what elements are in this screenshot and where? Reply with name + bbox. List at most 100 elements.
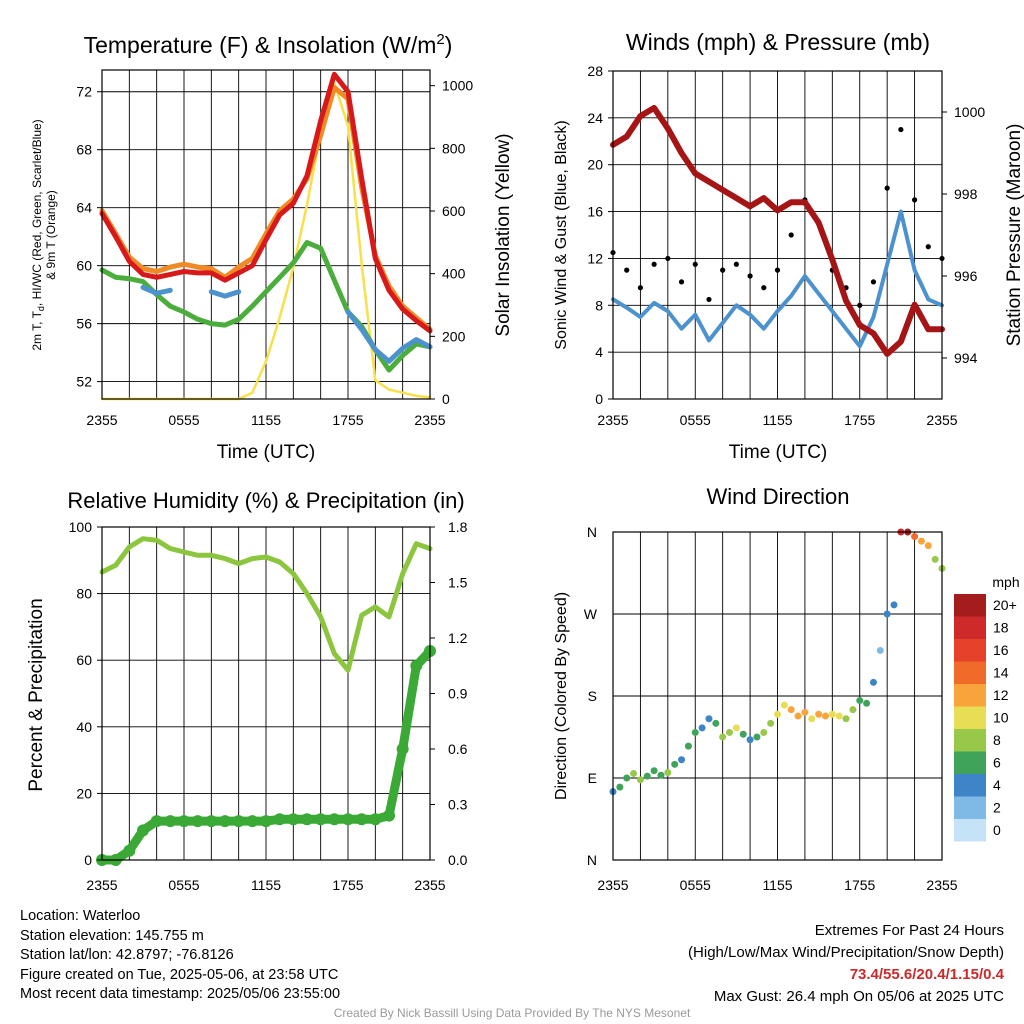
temperature-line — [208, 289, 242, 299]
y-tick-label: 64 — [76, 200, 92, 216]
extremes-title: Extremes For Past 24 Hours — [814, 922, 1004, 939]
temperature-x-label: Time (UTC) — [217, 442, 316, 463]
svg-text:& 9m T (Orange): & 9m T (Orange) — [44, 190, 58, 280]
temperature-y-label-right: Solar Insolation (Yellow) — [493, 133, 514, 336]
legend-label: 14 — [993, 665, 1009, 681]
gust-point — [733, 261, 739, 267]
x-tick-label: 2355 — [86, 877, 117, 893]
precipitation-point — [369, 813, 382, 826]
direction-point — [835, 712, 843, 720]
direction-point — [787, 706, 795, 714]
temperature-y-label-left: 2m T, Td, HI/WC (Red, Green, Scarlet/Blu… — [30, 119, 58, 350]
legend-swatch — [954, 774, 986, 797]
x-tick-label: 0555 — [680, 877, 711, 893]
direction-point — [650, 767, 658, 775]
precipitation-point — [260, 815, 272, 828]
y-tick-label: 56 — [76, 316, 92, 332]
y-tick-label: 200 — [442, 328, 466, 344]
x-tick-label: 2355 — [926, 877, 957, 893]
gust-point — [692, 261, 698, 267]
legend-label: 4 — [993, 777, 1001, 793]
svg-text:2m T, Td, HI/WC (Red, Green, S: 2m T, Td, HI/WC (Red, Green, Scarlet/Blu… — [30, 119, 46, 350]
direction-point — [719, 733, 727, 741]
direction-point — [739, 730, 747, 738]
wind-direction-panel: Wind Direction 2355 0555 1155 1755 2355NESWN… — [553, 484, 1020, 893]
x-tick-label: 2355 — [597, 877, 628, 893]
humidity-tick-labels: 2355 0555 1155 1755 2355 0 20 40 60 80 100 0.0 0.3 0.… — [69, 519, 468, 893]
precipitation-point — [178, 815, 190, 828]
winds-tick-labels: 2355 0555 1155 1755 2355 0 4 8 12 16 20 24 28 994 996 9… — [587, 63, 985, 428]
station-latlon: Station lat/lon: 42.8797; -76.8126 — [20, 947, 234, 963]
y-tick-label: 60 — [76, 652, 92, 668]
winds-x-label: Time (UTC) — [729, 442, 828, 463]
precipitation-point — [314, 813, 327, 826]
direction-point — [924, 542, 932, 550]
x-tick-label: 2355 — [926, 412, 957, 428]
direction-point — [753, 733, 761, 741]
precipitation-point — [150, 815, 163, 828]
gust-point — [747, 273, 753, 279]
sonic-wind-line — [611, 209, 944, 349]
direction-point — [863, 699, 871, 707]
extremes-values: 73.4/55.6/20.4/1.15/0.4 — [849, 966, 1004, 983]
y-tick-label: 1.8 — [448, 519, 468, 535]
y-tick-label: 996 — [954, 268, 978, 284]
precipitation-point — [287, 813, 300, 826]
precipitation-point — [205, 815, 218, 828]
direction-point — [726, 728, 734, 736]
legend-swatch — [954, 729, 986, 752]
direction-point — [931, 555, 939, 563]
humidity-chart-title: Relative Humidity (%) & Precipitation (i… — [67, 488, 464, 513]
gust-point — [665, 255, 671, 262]
y-tick-label: 600 — [442, 203, 466, 219]
pressure-line — [610, 104, 945, 357]
direction-point — [623, 774, 631, 782]
temperature-plot-frame — [101, 69, 431, 400]
y-tick-label: 60 — [76, 258, 92, 274]
temperature-line — [99, 71, 433, 334]
direction-point — [671, 760, 679, 768]
precipitation-point — [191, 815, 204, 828]
x-tick-label: 0555 — [168, 412, 199, 428]
precipitation-point — [232, 815, 245, 828]
direction-point — [712, 719, 720, 727]
precipitation-point — [396, 743, 409, 755]
direction-point — [664, 769, 672, 777]
y-tick-label: 800 — [442, 140, 466, 156]
x-tick-label: 1155 — [251, 877, 281, 893]
gust-point — [898, 126, 904, 133]
wind-direction-chart-title: Wind Direction — [706, 484, 849, 509]
direction-point — [691, 728, 699, 736]
direction-point — [869, 678, 877, 686]
direction-point — [657, 771, 665, 779]
direction-point — [842, 715, 850, 723]
direction-point — [890, 601, 898, 609]
legend-label: 18 — [993, 620, 1009, 636]
precipitation-point — [410, 659, 423, 672]
x-tick-label: 1755 — [844, 877, 875, 893]
temperature-line — [140, 284, 173, 296]
winds-y-label-right: Station Pressure (Maroon) — [1004, 124, 1024, 347]
temperature-tick-labels: 2355 0555 1155 1755 2355 52 56 60 64 68 72 0 200 400 6… — [76, 78, 473, 428]
direction-point — [794, 712, 802, 720]
wind-direction-y-label: Direction (Colored By Speed) — [553, 592, 570, 800]
winds-grid — [613, 71, 942, 399]
precipitation-point — [137, 824, 149, 837]
direction-point — [616, 783, 624, 791]
legend-swatch — [954, 616, 986, 639]
humidity-line — [99, 536, 433, 673]
gust-point — [624, 267, 630, 273]
humidity-panel: Relative Humidity (%) & Precipitation (i… — [26, 488, 468, 893]
precipitation-point — [355, 813, 368, 826]
y-tick-label: 100 — [69, 519, 93, 535]
direction-tick-label: E — [588, 770, 597, 786]
precipitation-point — [342, 813, 354, 826]
y-tick-label: 0 — [595, 391, 603, 407]
legend-label: 12 — [993, 687, 1009, 703]
direction-point — [643, 772, 651, 780]
x-tick-label: 1155 — [762, 877, 792, 893]
x-tick-label: 0555 — [168, 877, 199, 893]
winds-panel: Winds (mph) & Pressure (mb) 2355 0555 1155… — [553, 29, 1024, 463]
y-tick-label: 1.5 — [448, 575, 468, 591]
gust-point — [788, 232, 794, 238]
